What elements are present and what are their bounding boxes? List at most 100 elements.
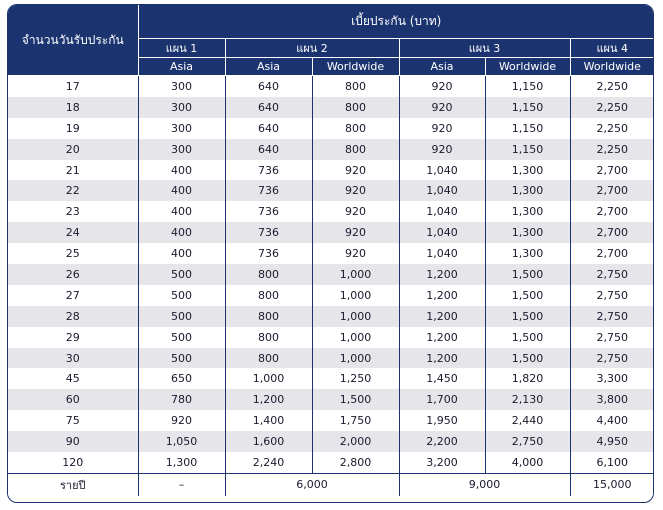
premium-cell: 300 [137,117,225,139]
premium-cell: 2,250 [569,75,653,97]
premium-cell: 500 [137,264,225,285]
premium-cell: 1,200 [398,347,485,369]
premium-cell: 2,200 [398,431,485,453]
premium-cell: 2,750 [569,305,653,327]
premium-cell: 650 [137,368,225,390]
table-row: 60 780 1,200 1,500 1,700 2,130 3,800 [8,389,653,411]
premium-cell: 1,150 [484,138,570,160]
premium-cell: 1,000 [224,368,312,390]
days-cell: 17 [8,75,138,97]
zone-header: Asia [398,57,485,76]
premium-cell: 1,500 [484,326,570,348]
table-row: 90 1,050 1,600 2,000 2,200 2,750 4,950 [8,431,653,453]
premium-cell: 640 [224,138,312,160]
premium-cell: 640 [224,75,312,97]
premium-cell: 920 [311,159,399,181]
premium-cell: 2,700 [569,222,653,244]
table-row: 30 500 800 1,000 1,200 1,500 2,750 [8,347,653,369]
table-row: 20 300 640 800 920 1,150 2,250 [8,138,653,160]
premium-cell: 1,820 [484,368,570,390]
days-cell: 18 [8,96,138,118]
plan-3-header: แผน 3 [398,38,570,58]
premium-cell: 1,040 [398,159,485,181]
premium-cell: 400 [137,159,225,181]
table-row: 26 500 800 1,000 1,200 1,500 2,750 [8,264,653,285]
premium-cell: 800 [224,264,312,285]
table-row: 23 400 736 920 1,040 1,300 2,700 [8,201,653,223]
premium-cell: 4,400 [569,410,653,432]
premium-cell: 1,500 [484,284,570,306]
premium-cell: 2,250 [569,117,653,139]
premium-cell: 1,040 [398,222,485,244]
days-cell: 24 [8,222,138,244]
premium-cell: 1,300 [484,243,570,265]
days-cell: 19 [8,117,138,139]
premium-cell: 640 [224,117,312,139]
premium-cell: 736 [224,201,312,223]
days-cell: 23 [8,201,138,223]
days-cell: 21 [8,159,138,181]
premium-cell: 500 [137,347,225,369]
days-cell: 28 [8,305,138,327]
premium-cell: 1,250 [311,368,399,390]
days-cell: 25 [8,243,138,265]
premium-cell: 400 [137,243,225,265]
premium-cell: 4,000 [484,452,570,474]
premium-cell: 736 [224,180,312,202]
table-header: จำนวนวันรับประกัน เบี้ยประกัน (บาท) แผน … [8,5,653,76]
premium-cell: 400 [137,180,225,202]
table-row: 29 500 800 1,000 1,200 1,500 2,750 [8,326,653,348]
table-row: 24 400 736 920 1,040 1,300 2,700 [8,222,653,244]
table-row: 28 500 800 1,000 1,200 1,500 2,750 [8,305,653,327]
premium-cell: 2,800 [311,452,399,474]
premium-cell: 300 [137,96,225,118]
premium-cell: 1,150 [484,75,570,97]
premium-cell: 2,250 [569,96,653,118]
days-cell: 45 [8,368,138,390]
premium-cell: 2,440 [484,410,570,432]
premium-cell: 4,950 [569,431,653,453]
days-cell: 22 [8,180,138,202]
premium-cell: 1,500 [484,347,570,369]
premium-cell: 1,200 [398,326,485,348]
premium-cell: 2,700 [569,243,653,265]
premium-cell: 1,450 [398,368,485,390]
premium-cell: 3,200 [398,452,485,474]
premium-cell: 800 [224,284,312,306]
plan-1-header: แผน 1 [137,38,225,58]
premium-cell: 3,800 [569,389,653,411]
days-cell: 30 [8,347,138,369]
premium-cell: 920 [137,410,225,432]
annual-plan-2: 6,000 [224,472,399,496]
premium-cell: 800 [311,96,399,118]
premium-cell: 920 [398,117,485,139]
premium-cell: 1,300 [484,180,570,202]
premium-table: จำนวนวันรับประกัน เบี้ยประกัน (บาท) แผน … [8,5,653,496]
premium-table-frame: จำนวนวันรับประกัน เบี้ยประกัน (บาท) แผน … [7,4,654,503]
table-row: 21 400 736 920 1,040 1,300 2,700 [8,159,653,181]
premium-cell: 640 [224,96,312,118]
premium-cell: 920 [311,180,399,202]
premium-cell: 1,950 [398,410,485,432]
premium-cell: 736 [224,159,312,181]
premium-cell: 1,300 [484,222,570,244]
premium-cell: 800 [311,117,399,139]
premium-cell: 736 [224,222,312,244]
premium-cell: 2,130 [484,389,570,411]
premium-cell: 300 [137,75,225,97]
premium-cell: 1,600 [224,431,312,453]
days-cell: 26 [8,264,138,285]
premium-cell: 2,700 [569,201,653,223]
premium-cell: 920 [311,201,399,223]
annual-plan-3: 9,000 [398,472,570,496]
premium-cell: 6,100 [569,452,653,474]
premium-cell: 1,000 [311,264,399,285]
premium-cell: 1,150 [484,96,570,118]
premium-cell: 1,500 [484,305,570,327]
premium-cell: 800 [224,326,312,348]
premium-cell: 500 [137,284,225,306]
premium-cell: 1,000 [311,326,399,348]
premium-cell: 920 [398,96,485,118]
premium-cell: 780 [137,389,225,411]
zone-header: Worldwide [569,57,653,76]
